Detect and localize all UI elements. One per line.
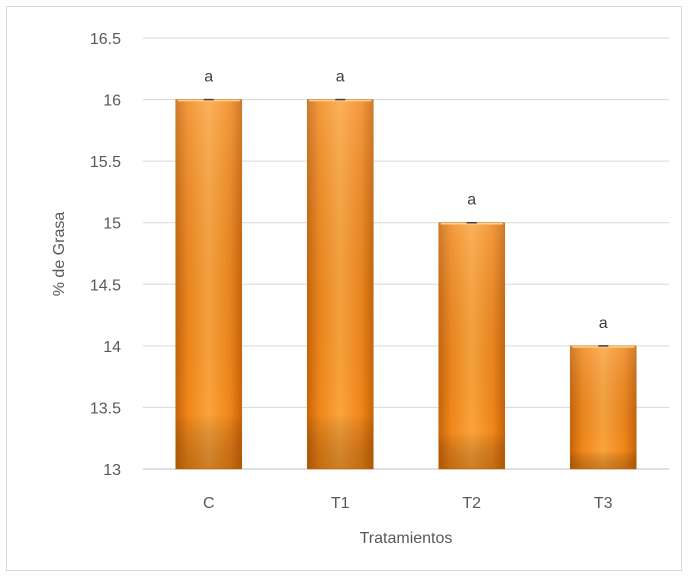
- bar-shade: [175, 99, 242, 470]
- x-tick-label: T2: [462, 495, 481, 512]
- y-tick-label: 15.5: [90, 154, 121, 171]
- bars: a a a a: [175, 69, 637, 470]
- y-tick-label: 14: [103, 339, 121, 356]
- y-tick-label: 13: [103, 462, 121, 479]
- x-axis-title: Tratamientos: [360, 530, 453, 547]
- bar-shade: [570, 345, 637, 469]
- significance-label: a: [467, 192, 476, 209]
- y-axis-title: % de Grasa: [51, 212, 68, 297]
- y-tick-label: 15: [103, 216, 121, 233]
- significance-label: a: [336, 69, 345, 86]
- y-axis-ticks: 13 13.5 14 14.5 15 15.5 16 16.5: [90, 31, 121, 479]
- x-tick-label: T1: [331, 495, 350, 512]
- x-tick-label: T3: [594, 495, 613, 512]
- y-tick-label: 16.5: [90, 31, 121, 48]
- x-tick-label: C: [203, 495, 215, 512]
- y-tick-label: 14.5: [90, 277, 121, 294]
- significance-label: a: [599, 315, 608, 332]
- bar-shade: [438, 222, 505, 469]
- y-tick-label: 16: [103, 93, 121, 110]
- bar-shade: [307, 99, 374, 470]
- y-tick-label: 13.5: [90, 400, 121, 417]
- x-axis-ticks: C T1 T2 T3: [203, 495, 613, 512]
- significance-label: a: [204, 69, 213, 86]
